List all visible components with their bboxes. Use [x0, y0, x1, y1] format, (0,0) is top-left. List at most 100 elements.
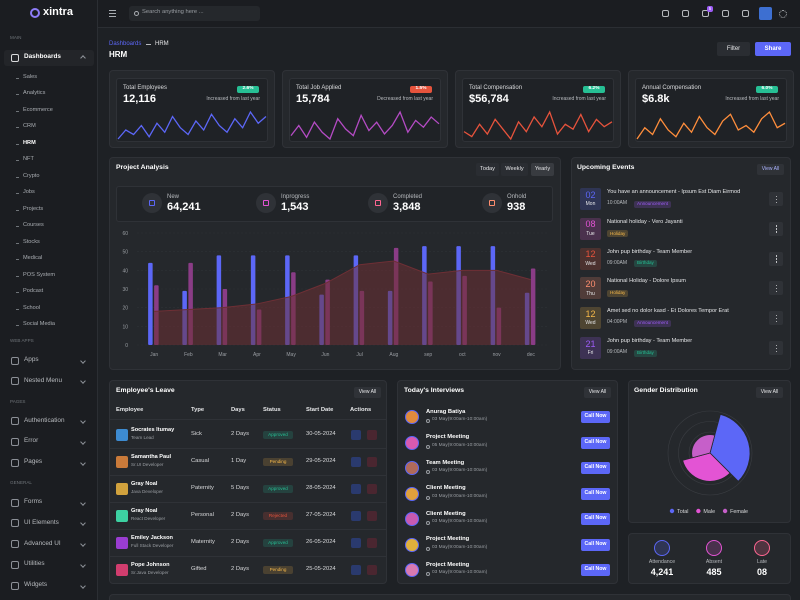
leave-days: 2 Days: [231, 511, 250, 518]
submenu-dash: [16, 242, 19, 244]
period-tab[interactable]: Weekly: [501, 163, 528, 176]
edit-button[interactable]: [351, 511, 361, 521]
stat-icon: [368, 193, 388, 213]
stat-icon-glyph: [489, 200, 495, 206]
edit-button[interactable]: [351, 430, 361, 440]
avatar[interactable]: [759, 7, 772, 20]
header-icon[interactable]: [741, 10, 749, 17]
submenu-item[interactable]: Projects: [23, 205, 44, 212]
share-button[interactable]: Share: [755, 42, 791, 56]
menu-item[interactable]: Utilities: [24, 560, 45, 568]
delete-button[interactable]: [367, 538, 377, 548]
delete-button[interactable]: [367, 430, 377, 440]
header-icon[interactable]: [661, 10, 669, 17]
submenu-item[interactable]: Sales: [23, 73, 37, 80]
submenu-item[interactable]: Medical: [23, 255, 43, 262]
project-stat-label: New: [167, 193, 180, 200]
submenu-dash: [16, 275, 19, 277]
stat-title: Total Compensation: [469, 84, 523, 91]
more-dot: [775, 198, 777, 200]
period-tab[interactable]: Yearly: [531, 163, 554, 176]
view-all-button[interactable]: View All: [756, 387, 783, 398]
event-date-box: [580, 277, 601, 300]
submenu-item[interactable]: School: [23, 304, 41, 311]
menu-toggle-line: [109, 10, 116, 11]
event-time: 04:00PM: [607, 319, 628, 326]
employee-avatar: [116, 564, 128, 576]
leave-days: 2 Days: [231, 565, 250, 572]
filter-button[interactable]: Filter: [717, 42, 750, 56]
menu-item[interactable]: Apps: [24, 356, 39, 363]
edit-button[interactable]: [351, 457, 361, 467]
more-dot: [775, 284, 777, 287]
interview-time: 03 May(9:00am-10:00am): [432, 468, 488, 474]
menu-item[interactable]: Nested Menu: [24, 376, 63, 384]
settings-icon[interactable]: [779, 10, 787, 18]
employee-name: Gray Noal: [131, 508, 158, 515]
submenu-item[interactable]: Ecommerce: [23, 106, 53, 113]
event-day: 21: [585, 338, 596, 349]
submenu-item[interactable]: Podcast: [23, 288, 44, 295]
leave-type: Gifted: [191, 565, 207, 572]
view-all-button[interactable]: View All: [757, 164, 784, 175]
call-button[interactable]: Call Now: [581, 436, 610, 449]
event-time: 09:00AM: [607, 259, 628, 266]
edit-button[interactable]: [351, 538, 361, 548]
submenu-item[interactable]: CRM: [23, 123, 36, 130]
header-icon[interactable]: [701, 10, 709, 17]
delete-button[interactable]: [367, 457, 377, 467]
more-dot: [775, 290, 777, 293]
submenu-item[interactable]: Stocks: [23, 238, 40, 245]
interview-name: Anurag Batiya: [426, 408, 466, 415]
call-button[interactable]: Call Now: [581, 487, 610, 500]
submenu-item[interactable]: Social Media: [23, 320, 56, 327]
call-button[interactable]: Call Now: [581, 538, 610, 551]
search-placeholder[interactable]: Search anything here ...: [142, 9, 204, 16]
more-dot: [775, 317, 777, 320]
submenu-dash: [16, 292, 19, 294]
table-header: Status: [263, 406, 281, 413]
page-title: HRM: [109, 49, 128, 59]
event-weekday: Fri: [587, 350, 594, 357]
submenu-item[interactable]: HRM: [23, 139, 36, 146]
header-icon[interactable]: [681, 10, 689, 17]
call-button[interactable]: Call Now: [581, 513, 610, 525]
stat-icon: [142, 193, 162, 213]
edit-button[interactable]: [351, 565, 361, 575]
menu-item[interactable]: Error: [24, 437, 39, 445]
menu-item[interactable]: Forms: [24, 498, 43, 505]
submenu-item[interactable]: NFT: [23, 156, 34, 163]
view-all-button[interactable]: View All: [354, 387, 381, 398]
menu-item[interactable]: Pages: [24, 458, 43, 466]
submenu-item[interactable]: POS System: [23, 271, 56, 278]
menu-item[interactable]: Widgets: [24, 581, 48, 589]
menu-item[interactable]: Advanced UI: [24, 539, 61, 547]
delete-button[interactable]: [367, 565, 377, 575]
submenu-item[interactable]: Analytics: [23, 90, 46, 97]
project-stat-value: 3,848: [393, 201, 421, 214]
view-all-button[interactable]: View All: [584, 387, 611, 398]
leave-days: 2 Days: [231, 430, 250, 437]
delete-button[interactable]: [367, 511, 377, 521]
submenu-item[interactable]: Courses: [23, 222, 44, 229]
breadcrumb-link[interactable]: Dashboards: [109, 40, 142, 47]
menu-item[interactable]: Dashboards: [24, 53, 61, 61]
search-box[interactable]: [129, 6, 260, 21]
period-tab[interactable]: Today: [476, 163, 499, 176]
header-icon[interactable]: [721, 10, 729, 17]
submenu-item[interactable]: Crypto: [23, 172, 40, 179]
stat-note: Increased from last year: [725, 96, 779, 103]
edit-button[interactable]: [351, 484, 361, 494]
call-button[interactable]: Call Now: [581, 411, 610, 423]
menu-item[interactable]: Authentication: [24, 416, 65, 424]
call-button[interactable]: Call Now: [581, 564, 610, 576]
stat-value: $6.8k: [642, 92, 670, 105]
logo: xintra: [43, 5, 73, 18]
menu-item[interactable]: UI Elements: [24, 518, 59, 526]
employee-name: Gray Noal: [131, 481, 158, 488]
event-weekday: Wed: [585, 320, 596, 327]
delete-button[interactable]: [367, 484, 377, 494]
submenu-item[interactable]: Jobs: [23, 189, 35, 196]
call-button[interactable]: Call Now: [581, 462, 610, 474]
stat-change-badge: 1.5%: [410, 86, 432, 93]
